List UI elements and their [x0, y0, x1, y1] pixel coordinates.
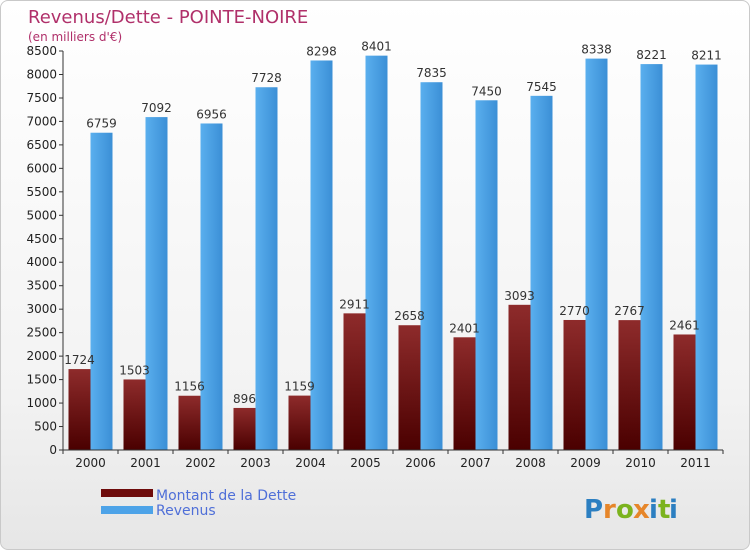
data-label-revenus: 8298 — [306, 44, 337, 58]
x-axis: 2000 2001 2002 2003 2004 2005 2006 2007 2008 2009… — [62, 449, 724, 470]
data-label-revenus: 7835 — [416, 66, 447, 80]
data-label-revenus: 7545 — [526, 80, 557, 94]
data-label-dette: 1156 — [174, 380, 205, 394]
bar-revenus — [695, 64, 718, 450]
x-tick-label: 2008 — [515, 456, 546, 470]
bars-group: 1724 1503 1156 896 1159 2911 2658 2401 3093 2770 2… — [64, 40, 722, 451]
data-label-dette: 2767 — [614, 304, 645, 318]
logo-letter: t — [658, 495, 670, 525]
bar-dette — [343, 313, 366, 450]
data-label-revenus: 6956 — [196, 107, 227, 121]
data-label-revenus: 7450 — [471, 84, 502, 98]
data-label-dette: 1503 — [119, 363, 150, 377]
logo-letter: i — [649, 495, 658, 525]
bar-revenus — [420, 82, 443, 450]
bar-revenus — [475, 100, 498, 450]
bar-dette — [288, 395, 311, 450]
y-tick-label: 8000 — [26, 67, 57, 81]
y-tick-label: 5000 — [26, 208, 57, 222]
bar-dette — [68, 369, 91, 450]
x-tick-label: 2002 — [185, 456, 216, 470]
bar-dette — [123, 379, 146, 450]
logo-letter: i — [669, 495, 678, 525]
y-axis: 0 500 1000 1500 2000 2500 3000 3500 4000 4500 5000… — [26, 44, 64, 457]
y-tick-label: 7000 — [26, 114, 57, 128]
bar-dette — [563, 319, 586, 450]
logo-letter: r — [603, 495, 616, 525]
bar-dette — [618, 320, 641, 450]
y-tick-label: 4500 — [26, 232, 57, 246]
data-label-dette: 2911 — [339, 297, 370, 311]
data-label-dette: 2658 — [394, 309, 425, 323]
y-tick-label: 1000 — [26, 396, 57, 410]
data-label-dette: 1724 — [64, 353, 95, 367]
x-tick-label: 2005 — [350, 456, 381, 470]
logo-letter: P — [584, 495, 603, 525]
chart-subtitle: (en milliers d'€) — [28, 30, 122, 44]
bar-revenus — [90, 132, 113, 450]
legend-label-revenus: Revenus — [156, 503, 216, 519]
x-tick-label: 2007 — [460, 456, 491, 470]
y-tick-label: 2000 — [26, 349, 57, 363]
x-tick-label: 2003 — [240, 456, 271, 470]
data-label-revenus: 6759 — [86, 117, 117, 131]
legend-swatch-revenus — [101, 506, 153, 514]
y-tick-label: 6500 — [26, 138, 57, 152]
bar-revenus — [255, 87, 278, 450]
data-label-revenus: 7092 — [141, 101, 172, 115]
bar-revenus — [640, 64, 663, 450]
bar-revenus — [145, 117, 168, 451]
data-label-revenus: 7728 — [251, 71, 282, 85]
y-tick-label: 7500 — [26, 91, 57, 105]
legend: Montant de la Dette Revenus — [101, 488, 296, 519]
data-label-dette: 2770 — [559, 304, 590, 318]
y-tick-label: 4000 — [26, 255, 57, 269]
data-label-dette: 2461 — [669, 318, 700, 332]
bar-revenus — [585, 58, 608, 451]
bar-dette — [673, 334, 696, 450]
data-label-revenus: 8211 — [691, 49, 722, 63]
x-tick-label: 2006 — [405, 456, 436, 470]
bar-dette — [508, 304, 531, 450]
bar-revenus — [365, 55, 388, 450]
chart-title: Revenus/Dette - POINTE-NOIRE — [28, 7, 308, 28]
x-tick-label: 2010 — [625, 456, 656, 470]
data-label-dette: 2401 — [449, 321, 480, 335]
y-tick-label: 1500 — [26, 373, 57, 387]
bar-dette — [178, 395, 201, 450]
bar-dette — [233, 407, 256, 450]
y-tick-label: 3500 — [26, 279, 57, 293]
y-tick-label: 5500 — [26, 185, 57, 199]
y-tick-label: 0 — [49, 443, 57, 457]
x-tick-label: 2011 — [680, 456, 711, 470]
bar-revenus — [200, 123, 223, 450]
data-label-revenus: 8401 — [361, 40, 392, 54]
y-tick-label: 3000 — [26, 302, 57, 316]
bar-revenus — [530, 95, 553, 450]
y-tick-label: 8500 — [26, 44, 57, 58]
y-tick-label: 500 — [34, 420, 57, 434]
legend-swatch-dette — [101, 489, 153, 497]
legend-label-dette: Montant de la Dette — [156, 488, 296, 504]
data-label-revenus: 8338 — [581, 43, 612, 57]
bar-dette — [453, 337, 476, 450]
x-tick-label: 2009 — [570, 456, 601, 470]
logo-letter: x — [633, 495, 650, 525]
x-tick-label: 2004 — [295, 456, 326, 470]
y-tick-label: 6000 — [26, 161, 57, 175]
bar-revenus — [310, 60, 333, 450]
y-tick-label: 2500 — [26, 326, 57, 340]
x-tick-label: 2001 — [130, 456, 161, 470]
data-label-dette: 896 — [233, 392, 256, 406]
data-label-dette: 1159 — [284, 380, 315, 394]
data-label-dette: 3093 — [504, 289, 535, 303]
data-label-revenus: 8221 — [636, 48, 667, 62]
logo-letter: o — [616, 495, 634, 525]
bar-dette — [398, 325, 421, 450]
x-tick-label: 2000 — [75, 456, 106, 470]
